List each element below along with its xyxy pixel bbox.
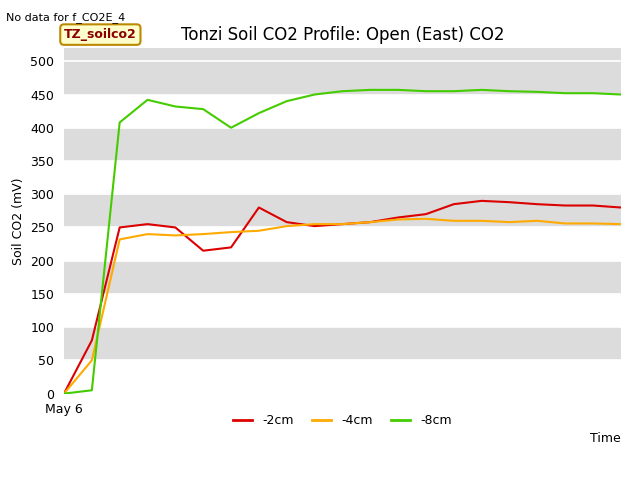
Bar (64, 360, 621, 394)
Bar (64, 95, 621, 128)
Line: -8cm: -8cm (64, 90, 621, 394)
-8cm (477, 87, 486, 93)
-2cm (506, 199, 513, 205)
-2cm (311, 223, 319, 229)
-2cm (589, 203, 597, 208)
-8cm (366, 87, 374, 93)
-8cm (255, 110, 263, 116)
-8cm (200, 106, 207, 112)
-4cm (339, 221, 346, 227)
-2cm (450, 201, 458, 207)
-8cm (394, 87, 402, 93)
-2cm (534, 201, 541, 207)
-8cm (172, 104, 179, 109)
-4cm (255, 228, 263, 234)
-8cm (422, 88, 430, 94)
-2cm (143, 221, 151, 227)
-4cm (617, 221, 625, 227)
-8cm (60, 391, 68, 396)
Bar (64, 228, 621, 261)
-4cm (506, 219, 513, 225)
-4cm (394, 216, 402, 222)
-2cm (172, 225, 179, 230)
-2cm (60, 391, 68, 396)
Text: TZ_soilco2: TZ_soilco2 (64, 28, 137, 41)
-8cm (143, 97, 151, 103)
Bar (64, 161, 621, 194)
Legend: -2cm, -4cm, -8cm: -2cm, -4cm, -8cm (228, 409, 456, 432)
-4cm (366, 219, 374, 225)
-2cm (200, 248, 207, 253)
-8cm (116, 120, 124, 125)
-4cm (143, 231, 151, 237)
-2cm (339, 221, 346, 227)
-8cm (617, 92, 625, 97)
-2cm (422, 211, 430, 217)
-4cm (172, 232, 179, 238)
Line: -2cm: -2cm (64, 201, 621, 394)
-8cm (339, 88, 346, 94)
-4cm (589, 221, 597, 227)
-2cm (561, 203, 569, 208)
-8cm (88, 387, 96, 393)
-8cm (311, 92, 319, 97)
Text: Time: Time (590, 432, 621, 445)
Bar (64, 294, 621, 327)
Line: -4cm: -4cm (64, 219, 621, 394)
-2cm (227, 244, 235, 250)
-4cm (534, 218, 541, 224)
-8cm (450, 88, 458, 94)
Text: No data for f_CO2E_4: No data for f_CO2E_4 (6, 12, 125, 23)
-4cm (561, 221, 569, 227)
-8cm (534, 89, 541, 95)
-4cm (200, 231, 207, 237)
-4cm (116, 237, 124, 242)
-2cm (88, 337, 96, 343)
-8cm (227, 125, 235, 131)
-2cm (255, 204, 263, 210)
-4cm (60, 391, 68, 396)
-4cm (422, 216, 430, 222)
-4cm (88, 358, 96, 363)
-2cm (366, 219, 374, 225)
-2cm (394, 215, 402, 220)
-2cm (116, 225, 124, 230)
Y-axis label: Soil CO2 (mV): Soil CO2 (mV) (12, 177, 25, 264)
-8cm (283, 98, 291, 104)
-2cm (283, 219, 291, 225)
-4cm (477, 218, 486, 224)
-8cm (561, 90, 569, 96)
-8cm (506, 88, 513, 94)
Title: Tonzi Soil CO2 Profile: Open (East) CO2: Tonzi Soil CO2 Profile: Open (East) CO2 (180, 25, 504, 44)
-4cm (283, 223, 291, 229)
-4cm (450, 218, 458, 224)
-4cm (311, 221, 319, 227)
-2cm (617, 204, 625, 210)
-2cm (477, 198, 486, 204)
-8cm (589, 90, 597, 96)
-4cm (227, 229, 235, 235)
